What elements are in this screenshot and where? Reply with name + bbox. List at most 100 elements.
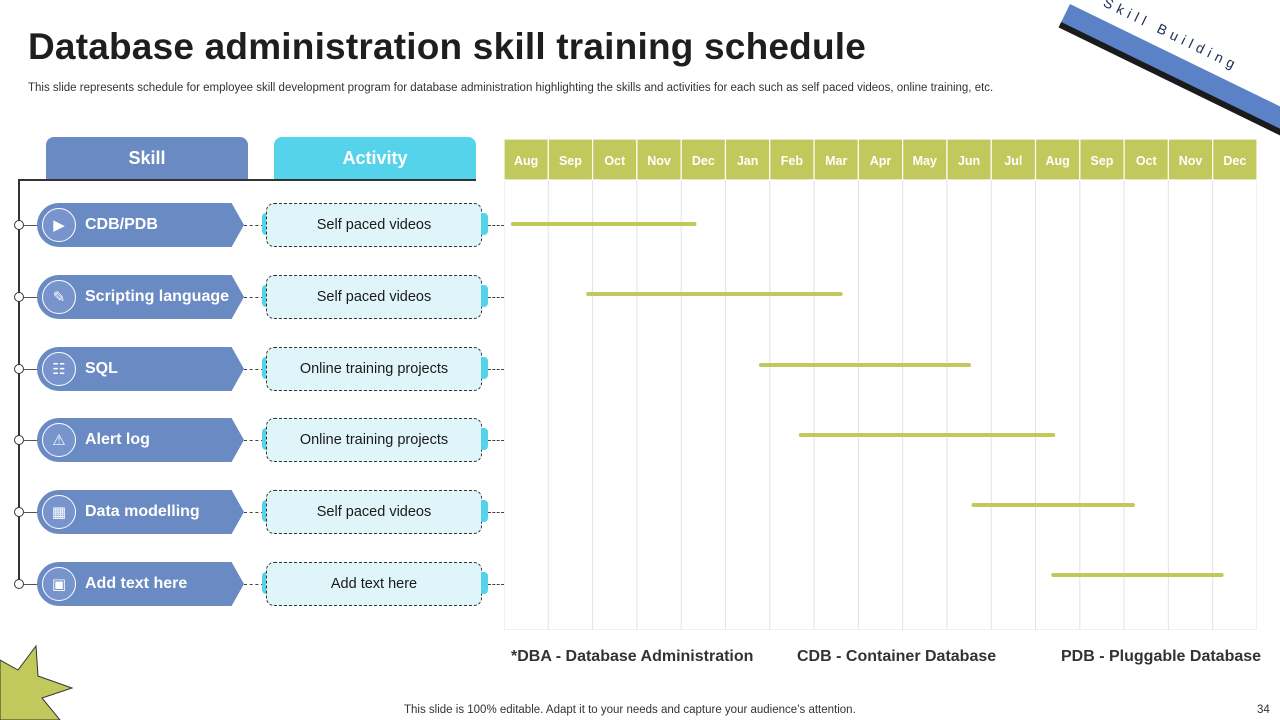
- month-label: Sep: [1091, 154, 1114, 168]
- row-node: [14, 435, 24, 445]
- skill-header: Skill: [46, 137, 248, 180]
- month-label: Jul: [1004, 154, 1022, 168]
- month-header-cell: [1079, 139, 1125, 181]
- skill-row: ✎ Scripting language Self paced videos: [0, 273, 520, 321]
- activity-box[interactable]: Online training projects: [266, 418, 482, 462]
- month-header-cell: [990, 139, 1037, 181]
- activity-cap-left: [262, 428, 269, 450]
- month-label: Feb: [781, 154, 804, 168]
- month-header-cell: [547, 139, 594, 181]
- dashed-connector: [488, 511, 504, 513]
- row-connector: [24, 224, 38, 226]
- row-node: [14, 292, 24, 302]
- month-label: Nov: [1179, 154, 1203, 168]
- month-header-cell: [1167, 139, 1214, 181]
- page-title: Database administration skill training s…: [28, 26, 867, 67]
- month-label: Mar: [825, 154, 847, 168]
- note-cdb: CDB - Container Database: [797, 648, 997, 665]
- skill-row: ▣ Add text here Add text here: [0, 560, 520, 608]
- activity-cap-right: [481, 213, 488, 235]
- activity-box[interactable]: Self paced videos: [266, 490, 482, 534]
- activity-cap-left: [262, 213, 269, 235]
- skill-pill[interactable]: ▦ Data modelling: [37, 490, 244, 534]
- activity-cap-right: [481, 285, 488, 307]
- month-label: Jan: [737, 154, 759, 168]
- dashed-connector: [244, 439, 264, 441]
- skill-pill[interactable]: ▣ Add text here: [37, 562, 244, 606]
- month-label: Dec: [692, 154, 715, 168]
- row-node: [14, 507, 24, 517]
- skill-row: ⚠ Alert log Online training projects: [0, 416, 520, 464]
- video-icon: ▶: [42, 208, 76, 242]
- month-label: Apr: [870, 154, 892, 168]
- starburst-decoration: [0, 644, 74, 720]
- skill-pill[interactable]: ✎ Scripting language: [37, 275, 244, 319]
- row-connector: [24, 368, 38, 370]
- bell-icon: ⚠: [42, 423, 76, 457]
- skill-label: Alert log: [85, 431, 150, 448]
- row-node: [14, 220, 24, 230]
- dashed-connector: [244, 296, 264, 298]
- month-header-cell: [1034, 139, 1081, 181]
- gantt-svg: Aug Sep Oct Nov Dec Jan Feb Mar Apr May Jun Jul Aug S…: [504, 139, 1257, 630]
- month-header-cell: [946, 139, 992, 181]
- dashed-connector: [244, 224, 264, 226]
- dashed-connector: [488, 296, 504, 298]
- activity-cap-right: [481, 357, 488, 379]
- skill-label: Add text here: [85, 575, 188, 592]
- dashed-connector: [244, 511, 264, 513]
- skill-label: Data modelling: [85, 503, 200, 520]
- dashed-connector: [488, 368, 504, 370]
- activity-cap-right: [481, 572, 488, 594]
- note-dba: *DBA - Database Administration: [511, 648, 754, 665]
- month-header-cell: [1212, 139, 1257, 181]
- dashed-connector: [244, 583, 264, 585]
- skill-pill[interactable]: ⚠ Alert log: [37, 418, 244, 462]
- month-label: Sep: [559, 154, 582, 168]
- timeline-spine: [18, 179, 20, 584]
- skill-pill[interactable]: ▶ CDB/PDB: [37, 203, 244, 247]
- month-label: Aug: [514, 154, 538, 168]
- activity-cap-left: [262, 500, 269, 522]
- page-subtitle: This slide represents schedule for emplo…: [28, 82, 994, 94]
- database-icon: ☷: [42, 352, 76, 386]
- skill-label: SQL: [85, 360, 118, 377]
- activity-cap-left: [262, 357, 269, 379]
- dashed-connector: [488, 583, 504, 585]
- model-icon: ▦: [42, 495, 76, 529]
- activity-box[interactable]: Self paced videos: [266, 275, 482, 319]
- row-connector: [24, 511, 38, 513]
- row-connector: [24, 296, 38, 298]
- skill-label: Scripting language: [85, 288, 230, 305]
- page-number: 34: [1257, 704, 1270, 716]
- gantt-chart: Aug Sep Oct Nov Dec Jan Feb Mar Apr May Jun Jul Aug S…: [504, 139, 1257, 630]
- month-label: Oct: [604, 154, 626, 168]
- activity-box[interactable]: Online training projects: [266, 347, 482, 391]
- script-icon: ✎: [42, 280, 76, 314]
- header-underline: [18, 179, 476, 181]
- activity-cap-right: [481, 428, 488, 450]
- month-header-cell: [591, 139, 638, 181]
- month-label: Aug: [1046, 154, 1070, 168]
- note-pdb: PDB - Pluggable Database: [1061, 648, 1262, 665]
- skill-row: ▦ Data modelling Self paced videos: [0, 488, 520, 536]
- skill-label: CDB/PDB: [85, 216, 158, 233]
- skill-row: ▶ CDB/PDB Self paced videos: [0, 201, 520, 249]
- row-node: [14, 364, 24, 374]
- month-label: May: [913, 154, 937, 168]
- row-connector: [24, 583, 38, 585]
- skill-pill[interactable]: ☷ SQL: [37, 347, 244, 391]
- month-label: Oct: [1136, 154, 1158, 168]
- month-label: Nov: [647, 154, 671, 168]
- activity-header: Activity: [274, 137, 476, 180]
- gantt-body: [504, 179, 1257, 630]
- row-connector: [24, 439, 38, 441]
- dashed-connector: [244, 368, 264, 370]
- activity-box[interactable]: Add text here: [266, 562, 482, 606]
- month-label: Dec: [1223, 154, 1246, 168]
- month-header-cell: [769, 139, 815, 181]
- month-header-cell: [813, 139, 859, 181]
- activity-cap-right: [481, 500, 488, 522]
- month-header-cell: [636, 139, 682, 181]
- activity-box[interactable]: Self paced videos: [266, 203, 482, 247]
